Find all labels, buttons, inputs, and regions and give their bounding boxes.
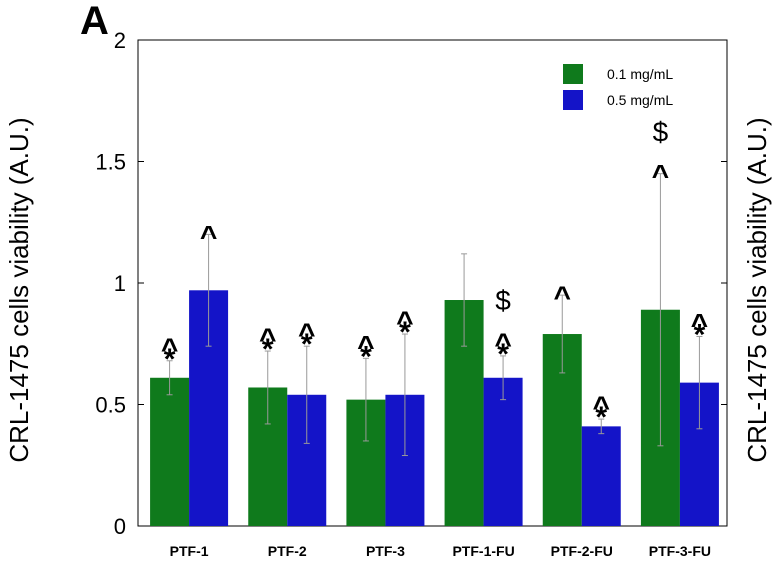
x-tick-label: PTF-2 — [268, 543, 307, 559]
y-axis-label-right: CRL-1475 cells viability (A.U.) — [742, 117, 772, 462]
y-tick-label: 1 — [114, 271, 126, 296]
y-tick-label: 0.5 — [95, 393, 126, 418]
significance-asterisk: * — [399, 316, 411, 349]
x-tick-label: PTF-1 — [170, 543, 209, 559]
significance-caret: ^ — [161, 333, 179, 366]
panel-label: A — [80, 0, 109, 43]
y-tick-label: 2 — [114, 28, 126, 53]
significance-dollar: $ — [653, 117, 669, 148]
y-tick-label: 0 — [114, 514, 126, 539]
significance-caret: ^ — [592, 391, 610, 424]
significance-asterisk: * — [164, 343, 176, 376]
significance-dollar: $ — [495, 285, 511, 316]
significance-caret: ^ — [259, 323, 277, 356]
legend-label-1: 0.1 mg/mL — [607, 66, 673, 82]
y-tick-label: 1.5 — [95, 150, 126, 175]
significance-caret: ^ — [396, 306, 414, 339]
x-tick-label: PTF-1-FU — [452, 543, 514, 559]
significance-caret: ^ — [691, 308, 709, 341]
y-axis-label: CRL-1475 cells viability (A.U.) — [4, 117, 34, 462]
significance-caret: ^ — [200, 220, 218, 253]
significance-asterisk: * — [595, 401, 607, 434]
x-tick-label: PTF-3-FU — [649, 543, 711, 559]
significance-asterisk: * — [497, 338, 509, 371]
bar-0-5-mg-mL-PTF-1-FU — [483, 377, 523, 526]
significance-caret: ^ — [553, 281, 571, 314]
bar-0-5-mg-mL-PTF-2-FU — [581, 426, 621, 526]
legend-label-2: 0.5 mg/mL — [607, 92, 673, 108]
significance-caret: ^ — [652, 160, 670, 193]
significance-asterisk: * — [694, 318, 706, 351]
legend-swatch-2 — [563, 90, 583, 110]
significance-asterisk: * — [262, 333, 274, 366]
significance-asterisk: * — [360, 340, 372, 373]
legend-swatch-1 — [563, 64, 583, 84]
significance-asterisk: * — [301, 328, 313, 361]
significance-caret: ^ — [494, 328, 512, 361]
significance-caret: ^ — [298, 318, 316, 351]
significance-caret: ^ — [357, 330, 375, 363]
bar-0-1-mg-mL-PTF-1 — [150, 377, 190, 526]
x-tick-label: PTF-3 — [366, 543, 405, 559]
x-tick-label: PTF-2-FU — [551, 543, 613, 559]
